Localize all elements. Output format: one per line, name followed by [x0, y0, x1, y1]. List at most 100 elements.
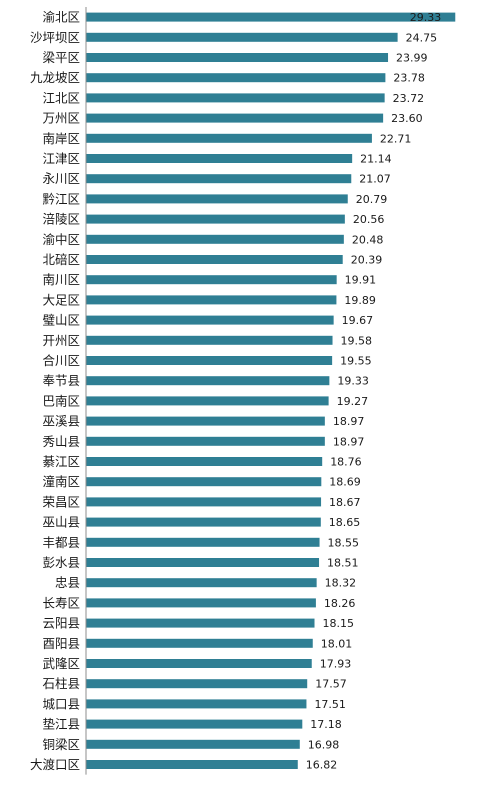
category-label-25: 巫山县 [42, 515, 80, 530]
value-label-8: 21.07 [359, 173, 391, 186]
value-label-4: 23.72 [393, 92, 425, 105]
bar-2 [86, 53, 389, 62]
bar-4 [86, 93, 385, 103]
value-label-7: 21.14 [360, 153, 392, 166]
category-label-28: 忠县 [55, 575, 80, 590]
bar-3 [86, 73, 386, 83]
value-label-16: 19.58 [341, 334, 373, 347]
value-label-9: 20.79 [356, 193, 388, 206]
category-label-37: 大渡口区 [30, 757, 80, 772]
bar-20 [86, 416, 325, 426]
category-label-0: 渝北区 [42, 10, 80, 25]
value-label-37: 16.82 [306, 759, 338, 772]
value-label-25: 18.65 [329, 516, 361, 529]
value-label-20: 18.97 [333, 415, 365, 428]
bar-37 [86, 760, 298, 769]
category-label-6: 南岸区 [42, 131, 80, 146]
bar-12 [86, 255, 343, 264]
value-label-31: 18.01 [321, 637, 353, 650]
category-label-13: 南川区 [42, 272, 80, 287]
bar-34 [86, 699, 307, 709]
category-label-4: 江北区 [42, 90, 80, 105]
value-label-0: 29.33 [410, 11, 442, 24]
bar-18 [86, 376, 330, 386]
bar-9 [86, 194, 348, 204]
category-label-9: 黔江区 [42, 191, 80, 206]
category-label-22: 綦江区 [42, 454, 80, 469]
bar-36 [86, 739, 300, 749]
value-label-23: 18.69 [329, 476, 361, 489]
bar-13 [86, 275, 337, 285]
bar-7 [86, 154, 353, 163]
category-label-17: 合川区 [42, 353, 80, 368]
value-label-5: 23.60 [391, 112, 423, 125]
bar-22 [86, 457, 323, 466]
bar-5 [86, 113, 384, 123]
value-label-17: 19.55 [340, 355, 372, 368]
value-label-35: 17.18 [310, 718, 342, 731]
value-label-28: 18.32 [325, 577, 357, 590]
value-label-21: 18.97 [333, 435, 365, 448]
bar-35 [86, 719, 303, 729]
value-label-11: 20.48 [352, 233, 384, 246]
value-label-18: 19.33 [337, 375, 369, 388]
bar-30 [86, 618, 315, 628]
value-label-14: 19.89 [344, 294, 376, 307]
bar-21 [86, 436, 325, 446]
category-labels-group: 渝北区沙坪坝区梁平区九龙坡区江北区万州区南岸区江津区永川区黔江区涪陵区渝中区北碚… [30, 10, 80, 772]
bar-19 [86, 396, 329, 406]
category-label-8: 永川区 [42, 171, 80, 186]
bar-31 [86, 638, 313, 648]
bar-8 [86, 174, 352, 184]
bar-6 [86, 133, 372, 143]
category-label-16: 开州区 [42, 333, 80, 348]
value-label-26: 18.55 [328, 536, 360, 549]
value-label-2: 23.99 [396, 52, 428, 65]
category-label-36: 铜梁区 [42, 737, 80, 752]
bar-17 [86, 356, 333, 365]
category-label-10: 涪陵区 [42, 212, 80, 227]
category-label-24: 荣昌区 [42, 494, 80, 509]
category-label-14: 大足区 [42, 292, 80, 307]
category-label-26: 丰都县 [42, 535, 80, 550]
value-label-29: 18.26 [324, 597, 356, 610]
category-label-29: 长寿区 [42, 595, 80, 610]
category-label-33: 石柱县 [42, 676, 80, 691]
value-label-10: 20.56 [353, 213, 385, 226]
bar-16 [86, 335, 333, 345]
bar-23 [86, 477, 322, 487]
value-label-6: 22.71 [380, 132, 412, 145]
category-label-21: 秀山县 [42, 434, 80, 449]
category-label-35: 垫江县 [42, 717, 80, 732]
bar-27 [86, 558, 320, 567]
category-label-12: 北碚区 [42, 252, 80, 267]
bar-1 [86, 32, 398, 42]
category-label-20: 巫溪县 [42, 414, 80, 429]
category-label-32: 武隆区 [42, 656, 80, 671]
bar-28 [86, 578, 317, 588]
bar-10 [86, 214, 345, 224]
category-label-30: 云阳县 [42, 616, 80, 631]
value-label-13: 19.91 [345, 274, 377, 287]
value-label-22: 18.76 [330, 456, 362, 469]
category-label-5: 万州区 [42, 111, 80, 126]
category-label-15: 璧山区 [42, 313, 80, 328]
bar-25 [86, 517, 321, 527]
category-label-19: 巴南区 [42, 393, 80, 408]
value-label-1: 24.75 [406, 31, 438, 44]
category-label-2: 梁平区 [42, 50, 80, 65]
category-label-34: 城口县 [42, 696, 80, 711]
category-label-1: 沙坪坝区 [30, 30, 80, 45]
bar-33 [86, 679, 308, 689]
bar-0 [86, 12, 456, 22]
bar-11 [86, 234, 344, 244]
value-label-19: 19.27 [337, 395, 369, 408]
category-label-3: 九龙坡区 [30, 70, 80, 85]
value-label-15: 19.67 [342, 314, 374, 327]
category-label-7: 江津区 [42, 151, 80, 166]
bar-14 [86, 295, 337, 305]
value-label-30: 18.15 [323, 617, 355, 630]
bar-15 [86, 315, 334, 325]
category-label-27: 彭水县 [42, 555, 80, 570]
